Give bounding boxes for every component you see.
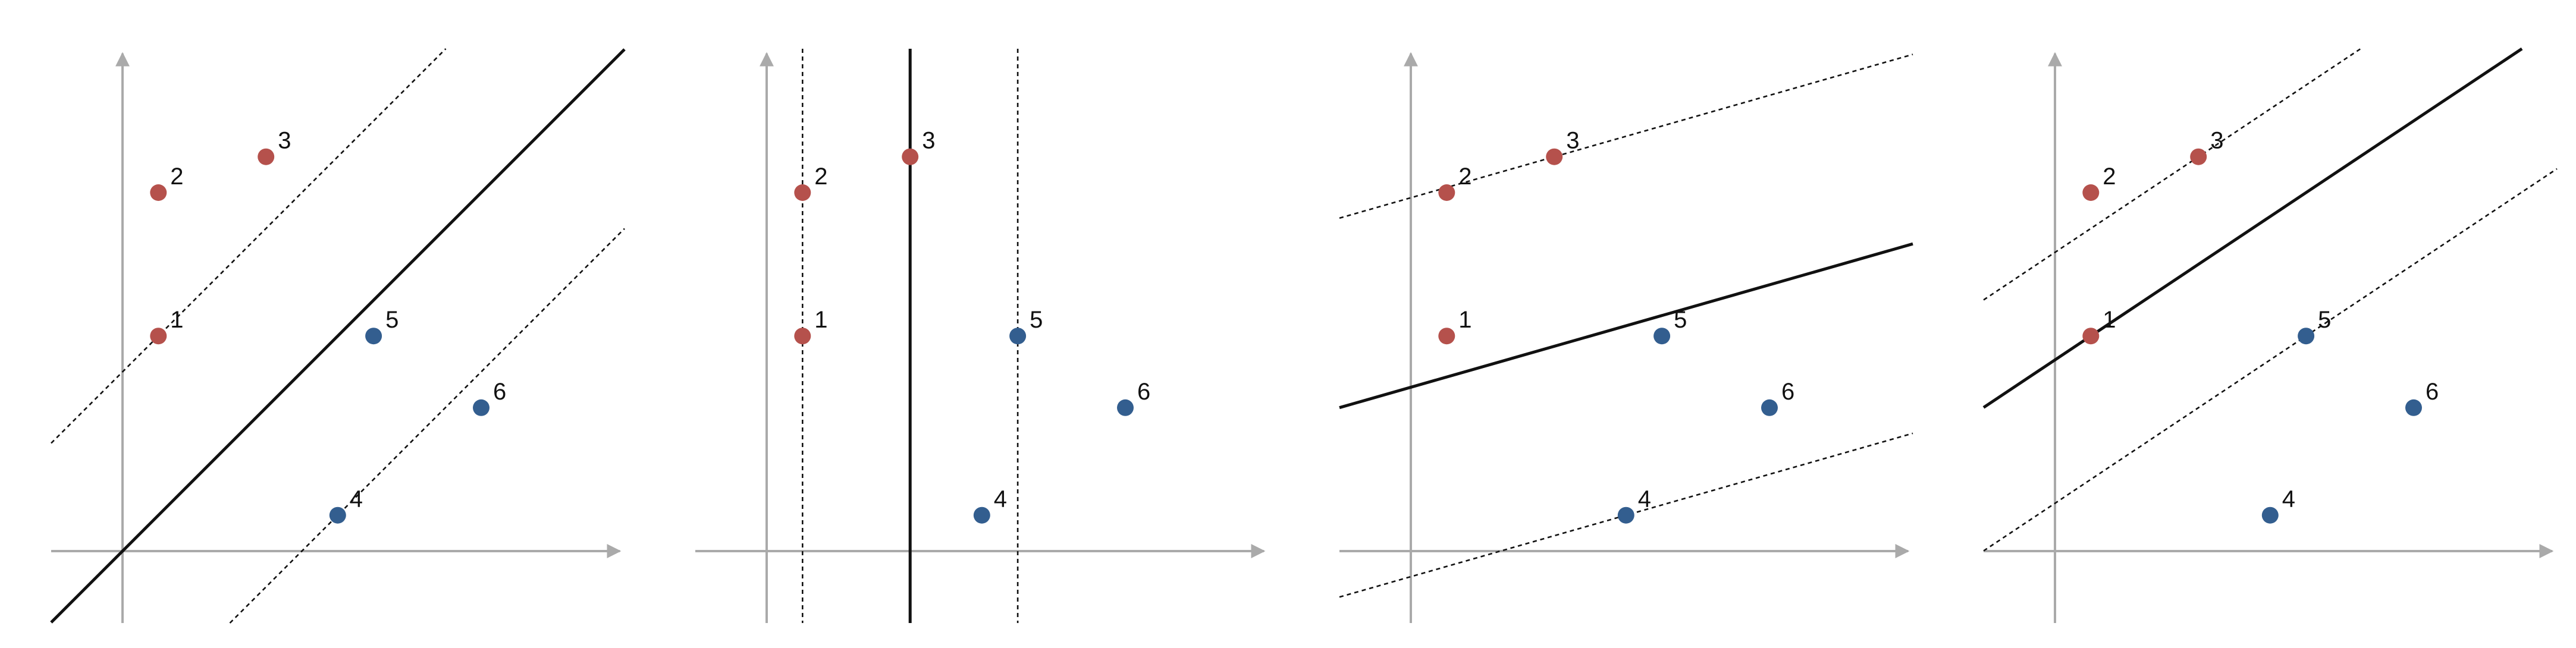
point-label-3: 3 <box>922 128 935 154</box>
data-point-6 <box>1761 399 1778 416</box>
margin-line-1 <box>1339 54 1913 219</box>
point-label-2: 2 <box>2103 163 2116 190</box>
point-label-4: 4 <box>1638 486 1651 512</box>
point-label-2: 2 <box>170 163 183 190</box>
data-point-2 <box>150 184 167 201</box>
data-point-2 <box>794 184 811 201</box>
decision-boundary <box>1982 47 2523 409</box>
point-label-4: 4 <box>2282 486 2295 512</box>
point-label-5: 5 <box>385 307 399 333</box>
margin-line-2 <box>229 228 625 624</box>
margin-line-1 <box>1983 48 2361 301</box>
data-point-4 <box>1617 507 1634 524</box>
point-label-1: 1 <box>1458 307 1471 333</box>
data-point-3 <box>2190 148 2207 165</box>
panel-3: 1 2 3 4 5 6 <box>1339 52 1913 623</box>
decision-boundary <box>50 48 626 624</box>
data-point-1 <box>794 328 811 345</box>
data-point-1 <box>2082 328 2100 345</box>
data-point-3 <box>1546 148 1563 165</box>
point-label-1: 1 <box>2103 307 2116 333</box>
data-point-1 <box>1438 328 1455 345</box>
data-point-6 <box>2405 399 2422 416</box>
point-label-5: 5 <box>1674 307 1687 333</box>
point-label-3: 3 <box>2210 128 2223 154</box>
point-label-3: 3 <box>1566 128 1579 154</box>
point-label-2: 2 <box>814 163 827 190</box>
data-point-4 <box>2261 507 2279 524</box>
point-label-4: 4 <box>994 486 1007 512</box>
point-label-6: 6 <box>1137 379 1150 405</box>
data-point-6 <box>1117 399 1134 416</box>
margin-line-1 <box>51 48 447 444</box>
data-point-1 <box>150 328 167 345</box>
data-point-5 <box>365 328 382 345</box>
data-point-4 <box>973 507 990 524</box>
point-label-4: 4 <box>350 486 363 512</box>
panel-4: 1 2 3 4 5 6 <box>1982 47 2558 623</box>
data-point-4 <box>329 507 346 524</box>
point-label-5: 5 <box>2318 307 2331 333</box>
data-point-6 <box>473 399 490 416</box>
margin-line-2 <box>1983 168 2558 552</box>
data-point-2 <box>2082 184 2100 201</box>
margin-line-2 <box>1339 432 1913 598</box>
point-label-6: 6 <box>1781 379 1794 405</box>
point-label-6: 6 <box>493 379 506 405</box>
point-label-5: 5 <box>1030 307 1043 333</box>
data-point-3 <box>902 148 919 165</box>
point-label-6: 6 <box>2426 379 2439 405</box>
data-point-3 <box>258 148 275 165</box>
point-label-3: 3 <box>278 128 291 154</box>
data-point-2 <box>1438 184 1455 201</box>
data-point-5 <box>1009 328 1027 345</box>
decision-boundary <box>1339 242 1913 410</box>
data-point-5 <box>2298 328 2315 345</box>
point-label-1: 1 <box>814 307 827 333</box>
panel-1: 1 2 3 4 5 6 <box>50 48 626 624</box>
panel-2: 1 2 3 4 5 6 <box>695 49 1266 623</box>
data-point-5 <box>1653 328 1671 345</box>
point-label-1: 1 <box>170 307 183 333</box>
point-label-2: 2 <box>1458 163 1471 190</box>
